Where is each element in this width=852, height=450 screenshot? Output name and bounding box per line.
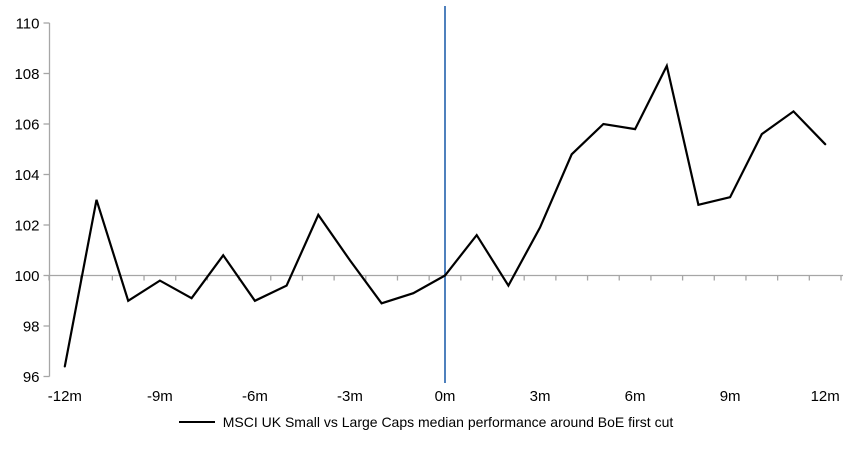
y-axis-label: 98: [23, 319, 40, 336]
x-axis-label: 3m: [530, 388, 551, 405]
x-axis-label: -6m: [242, 388, 268, 405]
x-axis-label: 6m: [625, 388, 646, 405]
x-axis-label: -9m: [147, 388, 173, 405]
y-axis-label: 106: [14, 117, 39, 134]
y-axis-label: 110: [16, 16, 40, 33]
y-axis-label: 104: [14, 167, 39, 184]
x-axis-label: -3m: [337, 388, 363, 405]
x-axis-label: 12m: [811, 388, 840, 405]
y-axis-label: 102: [14, 218, 39, 235]
series-line: [63, 62, 827, 368]
x-axis-label: -12m: [48, 388, 82, 405]
y-axis-label: 108: [14, 66, 39, 83]
legend-line-swatch: [178, 421, 215, 423]
x-axis-label: 0m: [435, 388, 456, 405]
legend-label: MSCI UK Small vs Large Caps median perfo…: [222, 414, 674, 430]
legend: MSCI UK Small vs Large Caps median perfo…: [0, 414, 852, 430]
y-axis-label: 100: [14, 268, 39, 285]
y-axis-label: 96: [23, 369, 40, 386]
x-axis-label: 9m: [720, 388, 741, 405]
